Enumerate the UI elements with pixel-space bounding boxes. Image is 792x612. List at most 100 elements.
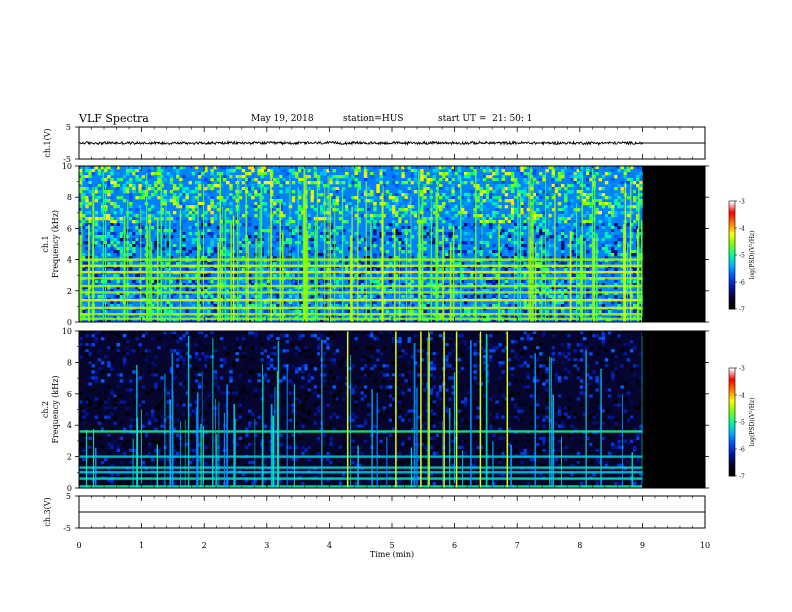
ch1_spectrogram-cell [404, 193, 408, 197]
ch1_spectrogram-cell [401, 208, 405, 212]
ch1_spectrogram-cell [85, 241, 89, 245]
ch1_spectrogram-cell [241, 244, 246, 248]
ch1_spectrogram-cell [373, 196, 377, 200]
ch1_spectrogram-cell [570, 253, 574, 257]
ch1_spectrogram-cell [376, 214, 380, 218]
ch1_spectrogram-cell [135, 292, 139, 296]
ch1_spectrogram-cell [573, 229, 577, 233]
ch1_spectrogram-cell [614, 223, 618, 227]
ch1_spectrogram-cell [154, 247, 158, 251]
ch1_spectrogram-cell [423, 202, 427, 206]
ch1_spectrogram-cell [561, 247, 565, 251]
ch1_spectrogram-cell [548, 301, 552, 305]
ch1_spectrogram-cell [169, 217, 174, 221]
ch1_spectrogram-cell [460, 250, 465, 254]
ch1_spectrogram-cell [219, 247, 224, 251]
ch1_spectrogram-cell [185, 193, 189, 197]
ch1_spectrogram-cell [489, 223, 493, 227]
ch1_spectrogram-cell [445, 178, 449, 182]
ch1_spectrogram-cell [276, 220, 280, 224]
ch1_spectrogram-cell [213, 301, 218, 305]
ch1_spectrogram-cell [172, 292, 177, 296]
ch1_spectrogram-cell [191, 247, 196, 251]
ch1_spectrogram-cell [157, 292, 161, 296]
ch1_spectrogram-cell [82, 310, 86, 314]
ch1_spectrogram-cell [626, 235, 631, 239]
ch1_spectrogram-cell [420, 172, 424, 176]
ch1_spectrogram-cell [323, 172, 327, 176]
ch1_spectrogram-cell [482, 241, 487, 245]
ch1_spectrogram-cell [514, 286, 518, 290]
ch1_spectrogram-cell [185, 262, 189, 266]
ch1_spectrogram-cell [398, 319, 402, 323]
ch1_spectrogram-cell [442, 211, 446, 215]
ch1_spectrogram-cell [457, 304, 462, 308]
ch1_spectrogram-cell [166, 283, 171, 287]
ch1_spectrogram-cell [395, 196, 399, 200]
ch1_spectrogram-cell [294, 241, 299, 245]
ch1_spectrogram-cell [467, 310, 471, 314]
ch1_spectrogram-cell [617, 301, 621, 305]
ch1_spectrogram-cell [298, 304, 302, 308]
ch1_spectrogram-cell [204, 295, 208, 299]
ch1_spectrogram-cell [520, 205, 524, 209]
ch1_spectrogram-cell [307, 223, 311, 227]
ch1_spectrogram-cell [620, 280, 624, 284]
ch1_spectrogram-cell [354, 178, 358, 182]
ch1_spectrogram-cell [226, 253, 230, 257]
ch1_spectrogram-cell [401, 181, 405, 185]
ch1_spectrogram-cell [564, 211, 568, 215]
ch1_spectrogram-cell [445, 229, 449, 233]
ch1_spectrogram-cell [604, 196, 609, 200]
ch1_spectrogram-cell [294, 229, 299, 233]
ch1_spectrogram-impulse [306, 230, 309, 322]
ch1_spectrogram-cell [460, 319, 465, 323]
ch1_spectrogram-cell [132, 250, 136, 254]
ch1_spectrogram-cell [539, 229, 543, 233]
ch1_spectrogram-cell [601, 187, 606, 191]
ch1_spectrogram-cell [467, 172, 471, 176]
ch1_spectrogram-cell [570, 316, 574, 320]
ch1_spectrogram-cell [479, 193, 484, 197]
ch1_spectrogram-cell [438, 283, 443, 287]
ch2_spectrogram-cell [119, 400, 124, 404]
ch1_spectrogram-cell [589, 193, 593, 197]
ch1_spectrogram-cell [345, 310, 349, 314]
ch1_spectrogram-cell [298, 166, 302, 170]
ch1_spectrogram-cell [179, 199, 183, 203]
ch1_spectrogram-cell [298, 193, 302, 197]
ch1_spectrogram-cell [207, 232, 211, 236]
ch2_spectrogram-cell [113, 397, 117, 401]
ch1_spectrogram-cell [485, 217, 490, 221]
ch1_spectrogram-cell [495, 172, 499, 176]
ch1_spectrogram-cell [197, 175, 202, 179]
ch2_spectrogram-cell [94, 412, 99, 416]
ch1_spectrogram-cell [598, 247, 603, 251]
ch1_spectrogram-cell [291, 196, 296, 200]
ch2_spectrogram-cell [129, 391, 133, 395]
ch1_spectrogram-cell [438, 241, 443, 245]
ch1_spectrogram-cell [298, 184, 302, 188]
ch1_spectrogram-cell [169, 175, 174, 179]
ch1_spectrogram-cell [633, 268, 637, 272]
ch1_spectrogram-cell [323, 169, 327, 173]
ch1_spectrogram-cell [476, 217, 480, 221]
ch1_spectrogram-cell [517, 169, 521, 173]
ch1_spectrogram-cell [373, 205, 377, 209]
ch2_spectrogram-cell [132, 334, 136, 338]
ch1_spectrogram-cell [276, 178, 280, 182]
ch1_spectrogram-cell [557, 289, 562, 293]
ch1_spectrogram-band [79, 313, 643, 316]
ch1_spectrogram-cell [614, 235, 618, 239]
ch1_spectrogram-cell [291, 235, 296, 239]
ch1_spectrogram-cell [141, 196, 146, 200]
ch1_spectrogram-cell [294, 238, 299, 242]
ch2_spectrogram-cell [150, 451, 155, 456]
ch2_spectrogram-cell [144, 427, 149, 431]
ch1_spectrogram-cell [504, 217, 509, 221]
ch1_spectrogram-cell [273, 301, 277, 305]
ch1_spectrogram-cell [129, 196, 133, 200]
ch1_spectrogram-cell [576, 208, 581, 212]
ch1_spectrogram-cell [551, 295, 556, 299]
ch1_spectrogram-cell [382, 169, 387, 173]
